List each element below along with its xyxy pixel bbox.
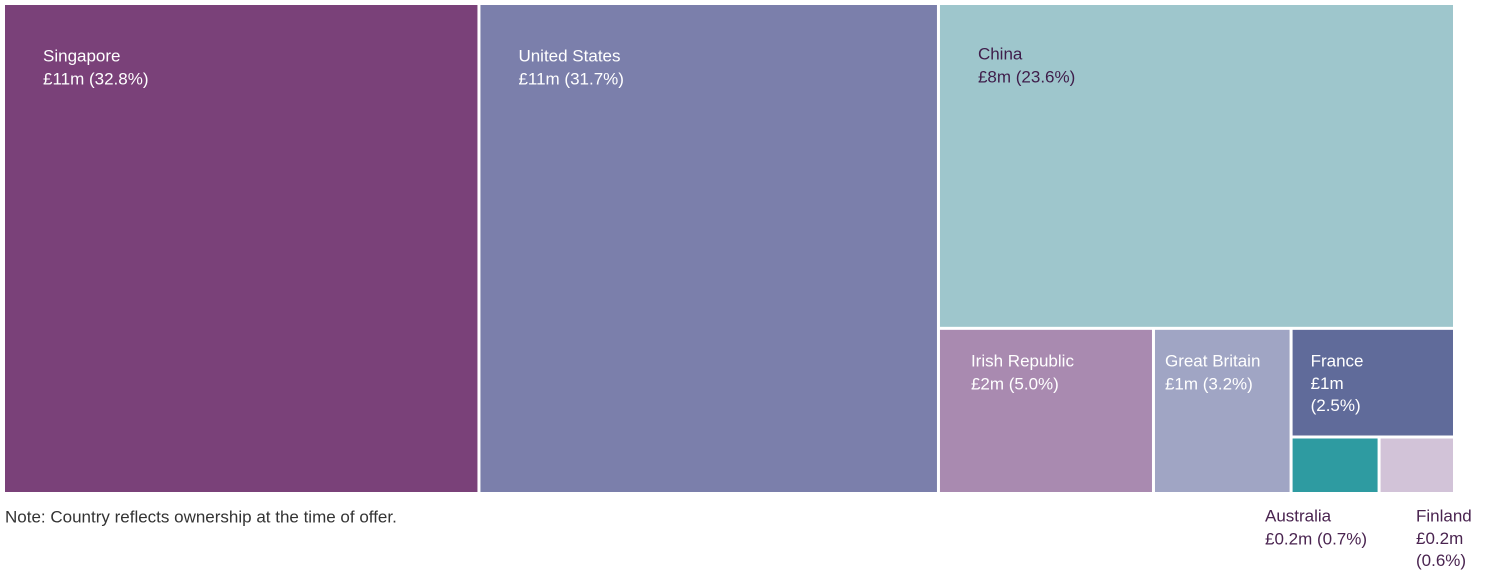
tile-label: Singapore	[43, 46, 121, 65]
tile-value-label: £0.2m (0.6%)	[1416, 529, 1466, 570]
tile-value-label: £1m (2.5%)	[1311, 374, 1361, 415]
value-part: £1m	[1311, 374, 1344, 393]
tile-label: France	[1311, 351, 1364, 370]
tile-value-label: £11m (32.8%)	[43, 69, 149, 88]
value-part: £0.2m	[1416, 529, 1463, 548]
tile-value-label: £1m (3.2%)	[1165, 374, 1253, 393]
tile	[939, 329, 1152, 492]
value-part: (2.5%)	[1311, 396, 1361, 415]
tile	[5, 5, 478, 492]
tile-value-label: £0.2m (0.7%)	[1265, 529, 1367, 548]
tile-value-label: £11m (31.7%)	[518, 69, 624, 88]
tile	[1292, 438, 1378, 492]
tile	[1380, 438, 1453, 492]
value-part: (0.6%)	[1416, 551, 1466, 570]
tile-label: China	[978, 44, 1023, 63]
tile-label: United States	[518, 46, 620, 65]
tile	[1154, 329, 1290, 492]
tile	[1292, 329, 1453, 436]
tile-label: Australia	[1265, 506, 1332, 525]
tile-value-label: £2m (5.0%)	[971, 374, 1059, 393]
tile	[480, 5, 937, 492]
tile-label: Great Britain	[1165, 351, 1260, 370]
tile-label: Irish Republic	[971, 351, 1074, 370]
tile	[939, 5, 1453, 327]
tile-value-label: £8m (23.6%)	[978, 67, 1075, 86]
tile-label: Finland	[1416, 506, 1472, 525]
note: Note: Country reflects ownership at the …	[5, 507, 397, 526]
